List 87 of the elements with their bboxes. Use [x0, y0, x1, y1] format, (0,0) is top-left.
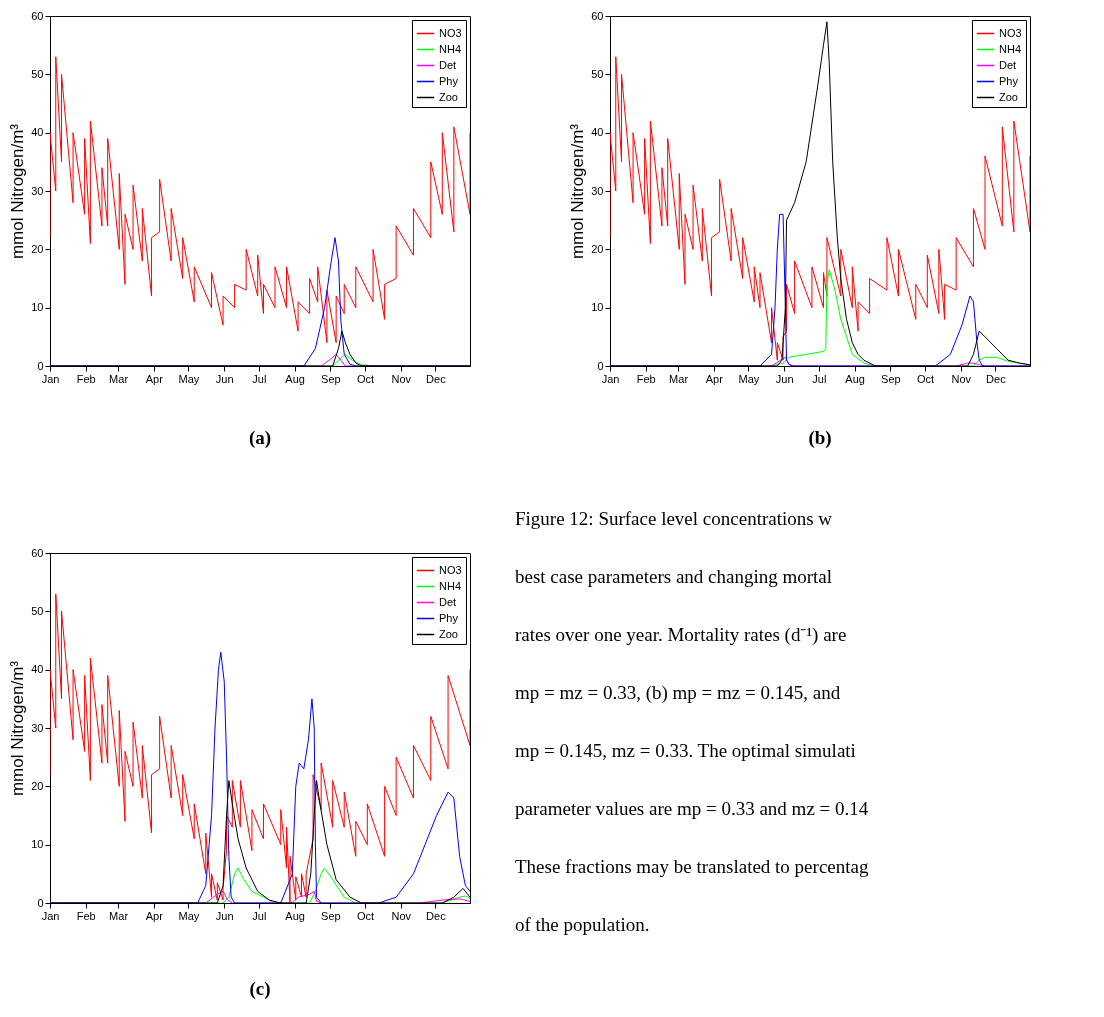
- x-tick-label: Dec: [986, 372, 1007, 385]
- x-tick-label: Feb: [76, 372, 96, 385]
- legend-label: NO3: [439, 563, 462, 576]
- legend-label: Phy: [999, 74, 1019, 87]
- x-tick-label: Dec: [426, 372, 447, 385]
- x-tick-label: Dec: [426, 909, 447, 922]
- legend-label: Zoo: [439, 627, 458, 640]
- y-tick-label: 20: [591, 242, 604, 255]
- text: best case parameters and changing mortal: [515, 566, 833, 587]
- y-axis-title: mmol Nitrogen/m³: [568, 123, 588, 260]
- text: parameter values are mp = 0.33 and mz = 0.14: [515, 798, 869, 819]
- x-tick-label: Aug: [285, 909, 305, 922]
- legend-label: Phy: [439, 74, 459, 87]
- text: rates over one year. Mortality rates (d⁻¹) are: [515, 624, 847, 646]
- x-tick-label: Oct: [916, 372, 935, 385]
- x-tick-label: Sep: [881, 372, 901, 385]
- text: mp = 0.145, mz = 0.33. The optimal simulati: [515, 740, 856, 761]
- x-tick-label: Jan: [601, 372, 620, 385]
- x-tick-label: Feb: [76, 909, 96, 922]
- x-tick-label: Sep: [321, 372, 341, 385]
- legend-label: Zoo: [999, 90, 1018, 103]
- x-tick-label: Apr: [145, 909, 164, 922]
- y-tick-label: 40: [31, 663, 44, 676]
- x-tick-label: Mar: [669, 372, 689, 385]
- y-tick-label: 60: [31, 546, 44, 559]
- caption: Figure 12: Surface level concentrations w: [515, 508, 833, 529]
- x-tick-label: Nov: [391, 372, 412, 385]
- y-axis-title: mmol Nitrogen/m³: [8, 123, 28, 260]
- x-tick-label: May: [178, 372, 200, 385]
- x-tick-label: Oct: [356, 909, 375, 922]
- legend-label: Phy: [439, 611, 459, 624]
- y-tick-label: 60: [591, 9, 604, 22]
- text: (b): [808, 427, 832, 449]
- legend-label: Zoo: [439, 90, 458, 103]
- y-tick-label: 10: [591, 301, 604, 314]
- y-tick-label: 30: [31, 184, 44, 197]
- y-tick-label: 0: [37, 359, 44, 372]
- legend-label: Det: [439, 58, 457, 71]
- x-tick-label: Feb: [636, 372, 656, 385]
- x-tick-label: Oct: [356, 372, 375, 385]
- y-tick-label: 40: [591, 126, 604, 139]
- x-tick-label: Jul: [812, 372, 827, 385]
- legend-label: Det: [999, 58, 1017, 71]
- x-tick-label: Sep: [321, 909, 341, 922]
- text: (a): [248, 427, 272, 449]
- text: These fractions may be translated to percentag: [515, 856, 869, 877]
- legend-label: NO3: [999, 26, 1022, 39]
- y-tick-label: 10: [31, 838, 44, 851]
- x-tick-label: Apr: [145, 372, 164, 385]
- x-tick-label: Nov: [951, 372, 972, 385]
- legend-label: NH4: [439, 42, 462, 55]
- text: of the population.: [515, 914, 650, 935]
- x-tick-label: Jun: [775, 372, 794, 385]
- x-tick-label: Jul: [252, 372, 267, 385]
- y-tick-label: 10: [31, 301, 44, 314]
- y-tick-label: 50: [31, 604, 44, 617]
- legend-label: Det: [439, 595, 457, 608]
- y-tick-label: 60: [31, 9, 44, 22]
- y-tick-label: 0: [597, 359, 604, 372]
- x-tick-label: May: [738, 372, 760, 385]
- x-tick-label: Jan: [41, 372, 60, 385]
- y-tick-label: 20: [31, 779, 44, 792]
- y-tick-label: 50: [31, 67, 44, 80]
- legend-label: NO3: [439, 26, 462, 39]
- x-tick-label: Jun: [215, 372, 234, 385]
- x-tick-label: May: [178, 909, 200, 922]
- y-tick-label: 0: [37, 896, 44, 909]
- y-tick-label: 40: [31, 126, 44, 139]
- y-tick-label: 30: [591, 184, 604, 197]
- text: mp = mz = 0.33, (b) mp = mz = 0.145, and: [515, 682, 841, 704]
- x-tick-label: Aug: [285, 372, 305, 385]
- x-tick-label: Nov: [391, 909, 412, 922]
- x-tick-label: Jan: [41, 909, 60, 922]
- x-tick-label: Jun: [215, 909, 234, 922]
- x-tick-label: Apr: [705, 372, 724, 385]
- x-tick-label: Jul: [252, 909, 267, 922]
- x-tick-label: Mar: [109, 909, 129, 922]
- y-tick-label: 20: [31, 242, 44, 255]
- y-tick-label: 50: [591, 67, 604, 80]
- y-tick-label: 30: [31, 721, 44, 734]
- x-tick-label: Aug: [845, 372, 865, 385]
- legend-label: NH4: [999, 42, 1022, 55]
- text: (c): [249, 978, 271, 1000]
- line-series: [50, 56, 470, 344]
- legend-label: NH4: [439, 579, 462, 592]
- x-tick-label: Mar: [109, 372, 129, 385]
- y-axis-title: mmol Nitrogen/m³: [8, 660, 28, 797]
